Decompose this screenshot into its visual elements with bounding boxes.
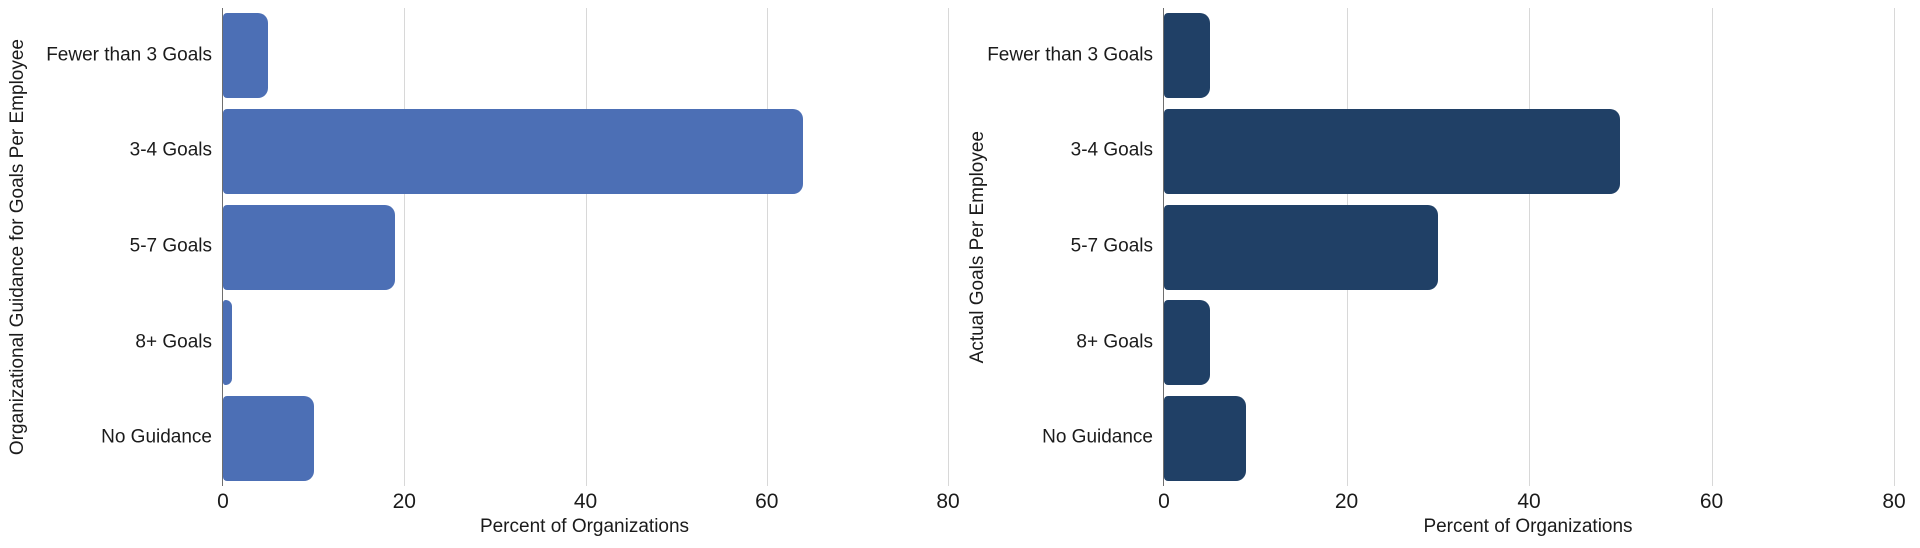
bar: [1164, 395, 1247, 481]
x-tick-label: 80: [1882, 490, 1906, 513]
gridline: [1711, 8, 1713, 486]
category-label: 3-4 Goals: [129, 139, 212, 161]
bar: [1164, 204, 1438, 290]
bar: [223, 204, 396, 290]
y-axis-title-container: Actual Goals Per Employee: [960, 8, 996, 486]
x-tick-label: 80: [936, 490, 960, 513]
x-tick-label: 0: [217, 490, 229, 513]
category-label: 3-4 Goals: [1070, 139, 1153, 161]
y-axis-title: Organizational Guidance for Goals Per Em…: [6, 38, 28, 456]
y-axis-title-container: Organizational Guidance for Goals Per Em…: [0, 8, 36, 486]
gridline: [1894, 8, 1895, 486]
plot-area: 0 20 40 60 80 Fewer than 3 Goals 3-4 Goals 5-7 …: [987, 8, 1906, 513]
x-tick-label: 40: [573, 490, 598, 513]
gridline: [766, 8, 768, 486]
x-tick-label: 60: [755, 490, 779, 513]
category-label: 5-7 Goals: [129, 235, 212, 257]
gridline: [404, 8, 406, 486]
category-label: No Guidance: [101, 426, 212, 448]
bar: [223, 13, 269, 99]
category-label: 5-7 Goals: [1070, 235, 1153, 257]
actual-goals-chart: Actual Goals Per Employee 0 20 40 60 80 Fewer…: [960, 0, 1920, 548]
x-axis-title: Percent of Organizations: [1423, 516, 1633, 537]
category-label: No Guidance: [1042, 426, 1153, 448]
plot-area: 0 20 40 60 80 Fewer than 3 Goals 3-4 Goals 5-7 …: [46, 8, 960, 513]
x-tick-label: 20: [392, 490, 416, 513]
gridline: [948, 8, 949, 486]
bar: [223, 395, 314, 481]
x-axis-title: Percent of Organizations: [479, 516, 690, 537]
bar: [223, 300, 233, 386]
category-label: 8+ Goals: [135, 331, 212, 353]
category-label: 8+ Goals: [1076, 331, 1153, 353]
guidance-goals-chart: Organizational Guidance for Goals Per Em…: [0, 8, 960, 537]
category-label: Fewer than 3 Goals: [987, 44, 1153, 66]
bar: [1164, 13, 1210, 99]
gridline: [1529, 8, 1530, 486]
bar: [1164, 108, 1621, 194]
bar: [1164, 300, 1210, 386]
x-tick-label: 60: [1699, 490, 1724, 513]
gridline: [585, 8, 587, 486]
y-axis-title: Actual Goals Per Employee: [966, 130, 988, 364]
category-label: Fewer than 3 Goals: [46, 44, 212, 66]
bar: [223, 108, 803, 194]
x-tick-label: 0: [1158, 490, 1170, 513]
x-tick-label: 40: [1517, 490, 1541, 513]
x-tick-label: 20: [1334, 490, 1359, 513]
